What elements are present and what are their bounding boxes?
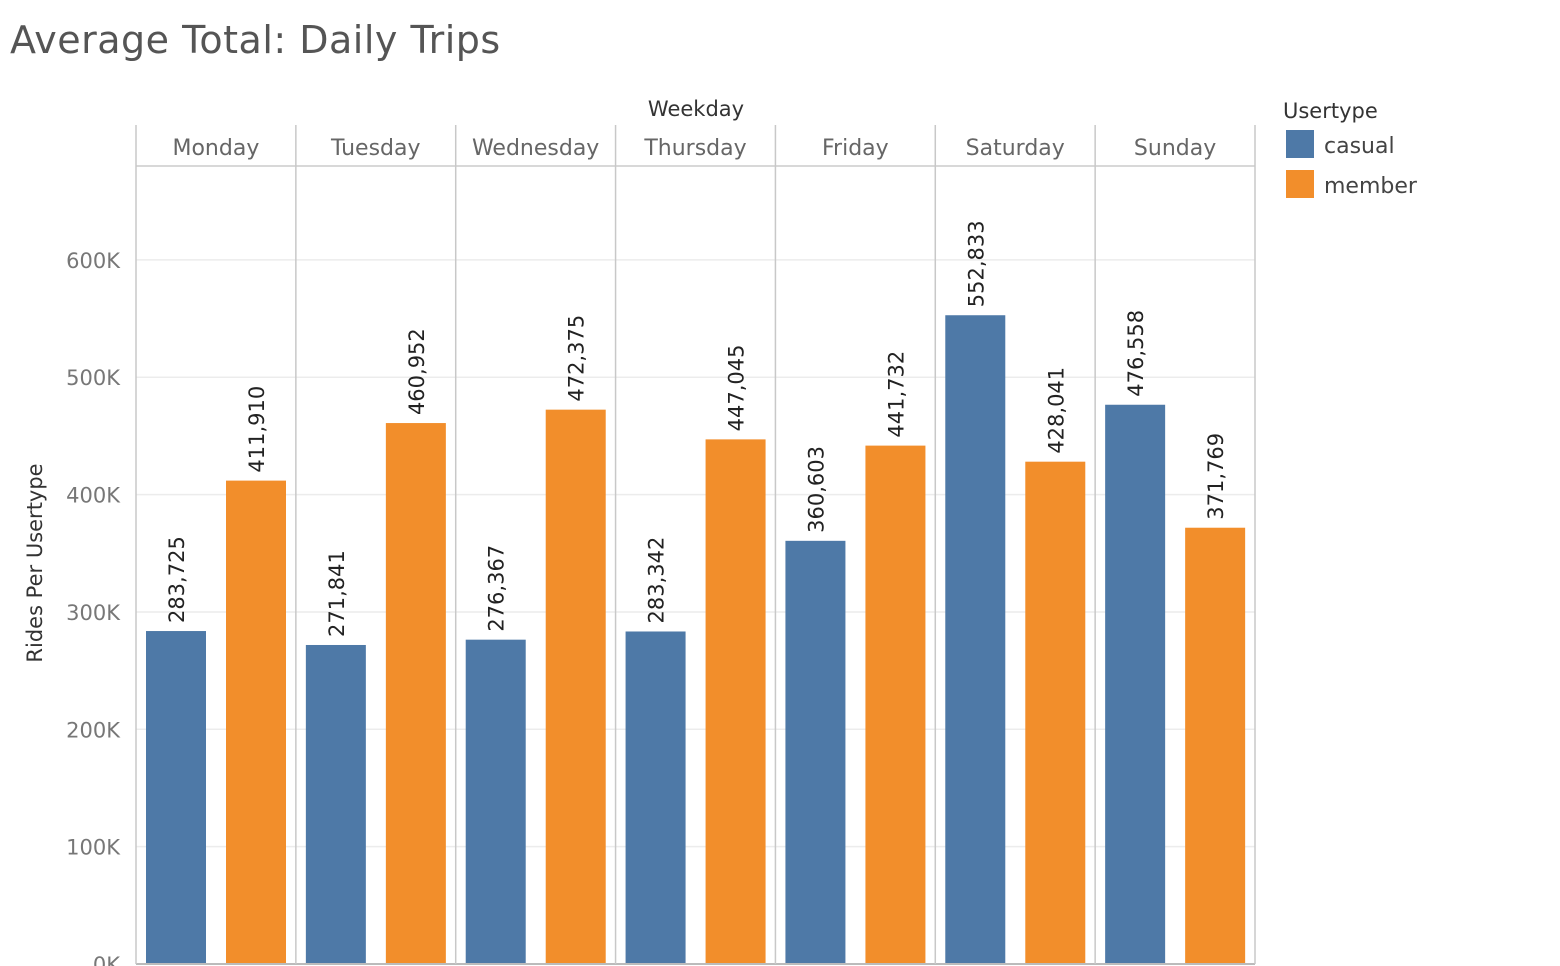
y-tick-label: 400K [66, 484, 121, 508]
y-tick-label: 600K [66, 249, 121, 273]
data-label: 271,841 [325, 550, 349, 637]
bar-member [705, 439, 766, 965]
chart-frame [135, 125, 1256, 965]
category-label: Sunday [1134, 136, 1216, 161]
y-tick-label: 300K [66, 601, 121, 625]
category-label: Thursday [643, 136, 746, 161]
y-tick-label: 200K [66, 718, 121, 742]
bar-casual [465, 639, 526, 964]
data-label: 428,041 [1044, 367, 1068, 454]
data-label: 371,769 [1204, 433, 1228, 520]
legend-label-casual: casual [1324, 134, 1395, 159]
bar-casual [1105, 404, 1166, 964]
legend: Usertype casual member [1283, 99, 1418, 199]
data-label: 283,725 [165, 536, 189, 623]
bar-casual [945, 315, 1006, 964]
y-tick-label: 500K [66, 366, 121, 390]
data-label: 411,910 [245, 386, 269, 473]
chart-title: Average Total: Daily Trips [10, 18, 501, 62]
legend-swatch-member [1286, 170, 1314, 198]
y-tick-label: 100K [66, 836, 121, 860]
legend-title: Usertype [1283, 99, 1378, 123]
column-header: Weekday [648, 97, 744, 121]
category-label: Saturday [966, 136, 1065, 161]
bar-casual [146, 631, 206, 964]
data-label: 552,833 [964, 220, 988, 307]
data-label: 460,952 [405, 328, 429, 415]
legend-label-member: member [1324, 174, 1418, 199]
data-label: 476,558 [1124, 310, 1148, 397]
data-label: 472,375 [565, 315, 589, 402]
legend-swatch-casual [1286, 130, 1314, 158]
bars [146, 315, 1246, 965]
bar-casual [625, 631, 686, 964]
bar-member [385, 423, 446, 964]
category-label: Tuesday [330, 136, 421, 161]
x-axis-categories: Monday Tuesday Wednesday Thursday Friday Satu… [172, 136, 1216, 161]
gridlines [136, 259, 1255, 848]
data-labels: 283,725 411,910 271,841 460,952 276,367 472,3… [165, 220, 1228, 637]
bar-casual [305, 644, 366, 964]
category-label: Wednesday [472, 136, 599, 161]
bar-member [1185, 527, 1246, 964]
y-axis-title: Rides Per Usertype [23, 463, 47, 662]
y-tick-label: 0K [93, 953, 121, 966]
data-label: 283,342 [645, 537, 669, 624]
data-label: 447,045 [725, 345, 749, 432]
y-axis-ticks: 0K 100K 200K 300K 400K 500K 600K [66, 249, 121, 966]
bar-member [226, 480, 286, 964]
bar-member [865, 445, 926, 964]
bar-member [545, 409, 606, 964]
bar-casual [785, 540, 846, 964]
category-label: Monday [172, 136, 259, 161]
bar-member [1025, 461, 1086, 964]
category-label: Friday [822, 136, 889, 161]
data-label: 360,603 [804, 446, 828, 533]
data-label: 276,367 [485, 545, 509, 632]
data-label: 441,732 [884, 351, 908, 438]
